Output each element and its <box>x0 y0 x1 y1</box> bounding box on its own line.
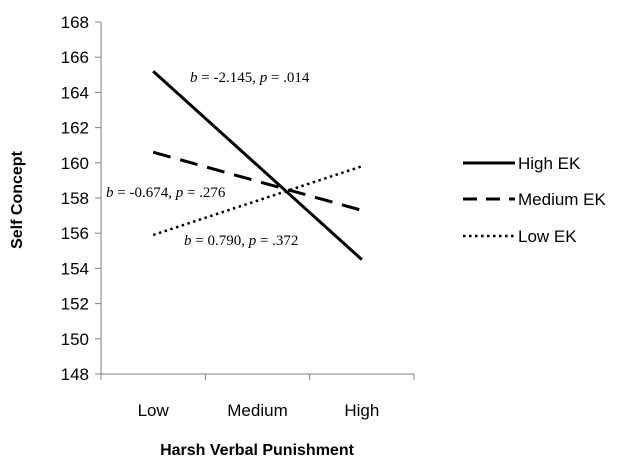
y-tick-label: 164 <box>61 83 89 102</box>
y-tick-label: 160 <box>61 154 89 173</box>
legend-label: High EK <box>518 154 581 173</box>
x-tick-label: High <box>344 401 379 420</box>
annotation-b-value: = 0.790, <box>192 233 249 249</box>
annotation-p-value: = .014 <box>267 70 310 86</box>
series-line-medium-ek <box>152 150 363 212</box>
legend-label: Medium EK <box>518 190 607 209</box>
series-line-low-ek <box>152 165 363 237</box>
y-tick-label: 158 <box>61 189 89 208</box>
annotation-p-label: p <box>259 70 268 86</box>
x-tick-label: Medium <box>227 401 287 420</box>
annotation-b-value: = -0.674, <box>114 185 176 201</box>
y-tick-label: 156 <box>61 224 89 243</box>
slope-annotation: b = -2.145, p = .014 <box>190 70 310 86</box>
annotation-p-value: = .372 <box>256 233 298 249</box>
y-tick-label: 168 <box>61 13 89 32</box>
y-axis-title: Self Concept <box>9 150 26 248</box>
legend: High EK Medium EK Low EK <box>463 154 607 246</box>
slope-annotation: b = -0.674, p = .276 <box>106 185 226 201</box>
annotation-b-label: b <box>190 70 198 86</box>
y-tick-label: 148 <box>61 365 89 384</box>
y-tick-label: 166 <box>61 48 89 67</box>
series-lines <box>152 70 363 261</box>
x-axis-title: Harsh Verbal Punishment <box>160 442 355 459</box>
annotation-b-label: b <box>106 185 114 201</box>
annotation-p-value: = .276 <box>183 185 226 201</box>
y-tick-label: 150 <box>61 330 89 349</box>
x-tick-label: Low <box>138 401 170 420</box>
slope-annotation: b = 0.790, p = .372 <box>184 233 298 249</box>
x-axis: Low Medium High <box>100 373 415 420</box>
y-axis: 148 150 152 154 156 158 160 162 164 166 168 <box>61 13 102 384</box>
legend-label: Low EK <box>518 227 577 246</box>
annotation-p-label: p <box>248 233 257 249</box>
y-tick-label: 154 <box>61 259 89 278</box>
series-line-high-ek <box>152 70 363 261</box>
y-tick-label: 162 <box>61 119 89 138</box>
annotation-b-label: b <box>184 233 192 249</box>
annotation-p-label: p <box>175 185 184 201</box>
annotation-b-value: = -2.145, <box>198 70 260 86</box>
y-tick-label: 152 <box>61 295 89 314</box>
